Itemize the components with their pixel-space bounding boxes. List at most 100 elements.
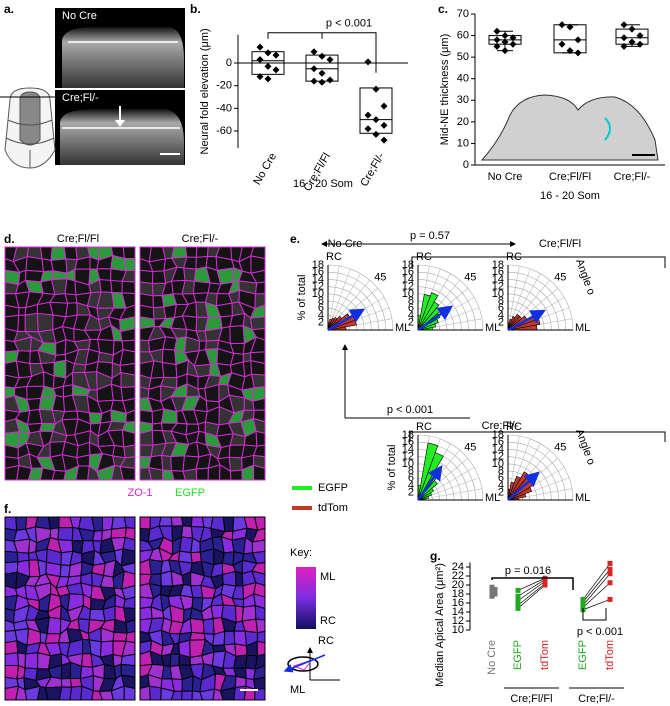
r-tick-label: 8: [498, 465, 504, 477]
ring: [507, 441, 567, 501]
y-tick-label: 50: [457, 51, 469, 63]
r-tick-label: 14: [492, 443, 504, 455]
key-title: Key:: [290, 547, 312, 559]
legend-label: tdTom: [318, 502, 348, 514]
x-tick-label: No Cre: [486, 640, 498, 675]
ring: [417, 434, 484, 501]
cell: [233, 630, 248, 647]
point: [264, 49, 272, 57]
ring: [417, 286, 462, 331]
point: [256, 73, 264, 81]
p-value: p < 0.001: [387, 404, 433, 416]
right-label: ML: [485, 492, 500, 504]
top-label: RC: [506, 421, 522, 433]
cell: [256, 630, 266, 644]
cell: [231, 536, 246, 555]
group-label: Cre;Fl/Fl: [539, 238, 581, 250]
cell: [46, 616, 62, 635]
wedge: [417, 294, 431, 331]
cell: [160, 408, 178, 424]
pair-line: [517, 583, 546, 606]
ring: [507, 449, 559, 501]
r-tick-label: 12: [402, 451, 414, 463]
ring: [507, 286, 552, 331]
cell: [195, 246, 209, 258]
group-label: Cre;Fl/-: [578, 693, 615, 705]
cell: [110, 279, 123, 294]
ring: [507, 434, 574, 501]
y-axis-label: Mid-NE thickness (μm): [439, 34, 451, 145]
mean-vector: [507, 471, 540, 501]
ring: [327, 271, 387, 331]
cell: [64, 278, 77, 296]
point: [509, 40, 517, 48]
r-tick-label: 2: [408, 317, 414, 329]
point: [372, 130, 380, 138]
point: [372, 116, 380, 124]
cell: [125, 619, 136, 634]
wedge: [327, 315, 343, 331]
ring: [327, 286, 372, 331]
image-label: Cre;Fl/-: [62, 92, 99, 104]
cell: [255, 618, 266, 634]
cell: [249, 316, 266, 331]
r-tick-label: 18: [402, 259, 414, 271]
ring: [507, 279, 559, 331]
angle-tick-label: 45: [554, 442, 566, 454]
cell: [189, 631, 207, 641]
cell: [123, 685, 136, 701]
cell: [233, 654, 248, 669]
p-value: p < 0.001: [577, 626, 623, 638]
cell: [184, 246, 198, 258]
r-tick-label: 6: [408, 472, 414, 484]
r-tick-label: 6: [408, 302, 414, 314]
cell: [112, 631, 128, 642]
point: [318, 52, 326, 60]
point: [380, 102, 388, 110]
cell: [189, 617, 205, 635]
point: [574, 49, 582, 57]
top-label: RC: [326, 251, 342, 263]
point: [492, 591, 498, 597]
cell: [123, 516, 136, 529]
arrowhead: [115, 120, 125, 127]
ring: [417, 279, 469, 331]
cell: [202, 617, 215, 635]
cell: [253, 676, 266, 691]
y-tick-label: 12: [452, 615, 464, 627]
panel-letter: f.: [4, 502, 11, 516]
bracket: [267, 32, 377, 73]
panel-letter: g.: [430, 549, 441, 563]
point: [501, 32, 509, 40]
r-tick-label: 14: [492, 273, 504, 285]
point: [607, 566, 613, 572]
cell: [26, 397, 42, 412]
point: [380, 136, 388, 144]
point: [493, 27, 501, 35]
cell: [251, 373, 266, 389]
pair-line: [517, 579, 546, 597]
panel-letter: c.: [438, 2, 448, 16]
panel-letter: e.: [290, 232, 300, 246]
cell: [151, 422, 164, 432]
r-tick-label: 12: [402, 281, 414, 293]
cell: [47, 516, 60, 530]
y-tick-label: 20: [457, 116, 469, 128]
r-tick-label: 10: [402, 458, 414, 470]
legend-label: EGFP: [318, 482, 348, 494]
point: [580, 599, 586, 605]
cell: [148, 467, 164, 481]
point: [493, 36, 501, 44]
r-tick-label: 10: [402, 288, 414, 300]
top-label: RC: [506, 251, 522, 263]
stain-label: ZO-1: [127, 487, 152, 499]
point: [272, 66, 280, 74]
cell: [181, 516, 193, 527]
p-value: p < 0.001: [326, 18, 372, 30]
angle-label: Angle o: [573, 427, 597, 466]
x-axis-label: 16 - 20 Som: [293, 178, 353, 190]
r-tick-label: 6: [498, 302, 504, 314]
cell: [15, 360, 33, 379]
cell: [75, 465, 90, 481]
cell: [121, 280, 136, 295]
